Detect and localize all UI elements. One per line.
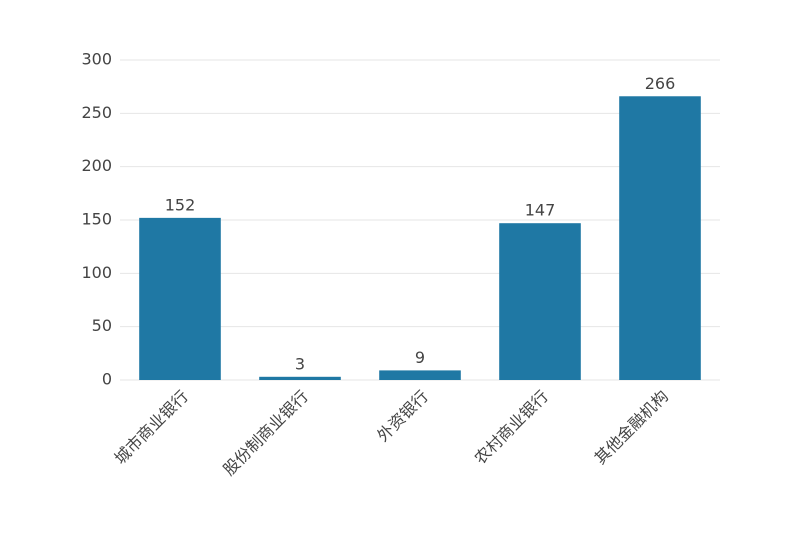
y-tick-label: 200 bbox=[81, 156, 112, 175]
y-tick-label: 300 bbox=[81, 50, 112, 69]
bar bbox=[259, 376, 341, 380]
y-tick-label: 150 bbox=[81, 210, 112, 229]
bar bbox=[139, 217, 221, 380]
bar bbox=[499, 223, 581, 380]
x-tick-label: 农村商业银行 bbox=[471, 387, 552, 468]
x-tick-label: 城市商业银行 bbox=[111, 387, 192, 468]
y-tick-label: 250 bbox=[81, 103, 112, 122]
x-tick-label: 其他金融机构 bbox=[591, 387, 672, 468]
y-tick-label: 50 bbox=[92, 316, 112, 335]
x-tick-label: 外资银行 bbox=[373, 387, 432, 446]
y-tick-label: 0 bbox=[102, 370, 112, 389]
bar bbox=[619, 96, 701, 381]
bar bbox=[379, 370, 461, 380]
data-label: 152 bbox=[165, 195, 196, 214]
data-label: 147 bbox=[525, 201, 556, 220]
data-label: 9 bbox=[415, 348, 425, 367]
data-label: 266 bbox=[645, 74, 676, 93]
y-tick-label: 100 bbox=[81, 263, 112, 282]
data-label: 3 bbox=[295, 354, 305, 373]
x-tick-label: 股份制商业银行 bbox=[219, 387, 312, 480]
